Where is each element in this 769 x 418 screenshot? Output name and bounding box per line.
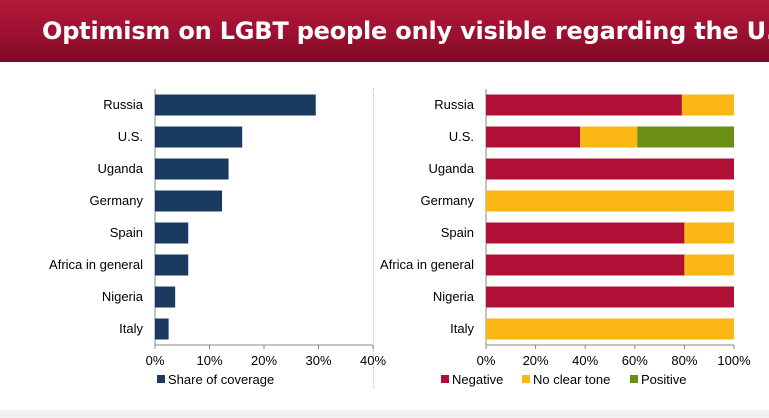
category-label-u-s: U.S. [118,129,143,144]
x-tick-label: 60% [622,353,648,368]
legend-label-share-of-coverage: Share of coverage [168,372,274,387]
panel-divider [373,88,374,388]
legend-swatch-share-of-coverage [157,375,165,383]
legend-label-positive: Positive [641,372,687,387]
category-label-u-s: U.S. [449,129,474,144]
bar-italy [155,318,169,340]
bar-africa-in-general-no-clear-tone [684,254,734,276]
bar-u-s-negative [486,126,581,148]
x-tick-label: 30% [305,353,331,368]
bar-spain-negative [486,222,685,244]
bar-u-s [155,126,243,148]
bar-russia-no-clear-tone [681,94,734,116]
category-label-italy: Italy [119,321,143,336]
bar-germany-no-clear-tone [486,190,734,212]
category-label-italy: Italy [450,321,474,336]
bar-uganda-negative [486,158,734,180]
legend-label-no-clear-tone: No clear tone [533,372,610,387]
legend-label-negative: Negative [452,372,503,387]
legend-swatch-no-clear-tone [522,375,530,383]
x-tick-label: 40% [360,353,386,368]
x-tick-label: 100% [717,353,751,368]
bar-russia [155,94,316,116]
category-label-uganda: Uganda [428,161,474,176]
bar-u-s-no-clear-tone [580,126,638,148]
title-banner: Optimism on LGBT people only visible reg… [0,0,769,62]
category-label-africa-in-general: Africa in general [380,257,474,272]
bar-germany [155,190,223,212]
tone-chart: Russia U.S. Uganda Germany Spain Africa in ge… [380,89,751,387]
category-label-africa-in-general: Africa in general [49,257,143,272]
category-label-russia: Russia [103,97,144,112]
page-title: Optimism on LGBT people only visible reg… [42,17,769,45]
bar-spain [155,222,189,244]
category-label-germany: Germany [421,193,475,208]
x-tick-label: 40% [572,353,598,368]
category-label-spain: Spain [441,225,474,240]
category-label-germany: Germany [90,193,144,208]
x-tick-label: 20% [523,353,549,368]
footer-band [0,410,769,418]
category-label-russia: Russia [434,97,475,112]
share-of-coverage-chart: Russia U.S. Uganda Germany Spain Africa in ge… [49,89,386,387]
bar-nigeria [155,286,176,308]
bar-spain-no-clear-tone [684,222,734,244]
bar-uganda [155,158,229,180]
bar-africa-in-general-negative [486,254,685,276]
x-tick-label: 20% [251,353,277,368]
x-tick-label: 80% [671,353,697,368]
category-label-uganda: Uganda [97,161,143,176]
x-tick-label: 0% [146,353,165,368]
legend-swatch-positive [630,375,638,383]
category-label-nigeria: Nigeria [433,289,475,304]
bar-italy-no-clear-tone [486,318,734,340]
legend-swatch-negative [441,375,449,383]
x-tick-label: 0% [477,353,496,368]
category-label-spain: Spain [110,225,143,240]
bar-u-s-positive [637,126,734,148]
x-tick-label: 10% [196,353,222,368]
category-label-nigeria: Nigeria [102,289,144,304]
bar-nigeria-negative [486,286,734,308]
bar-russia-negative [486,94,682,116]
bar-africa-in-general [155,254,189,276]
